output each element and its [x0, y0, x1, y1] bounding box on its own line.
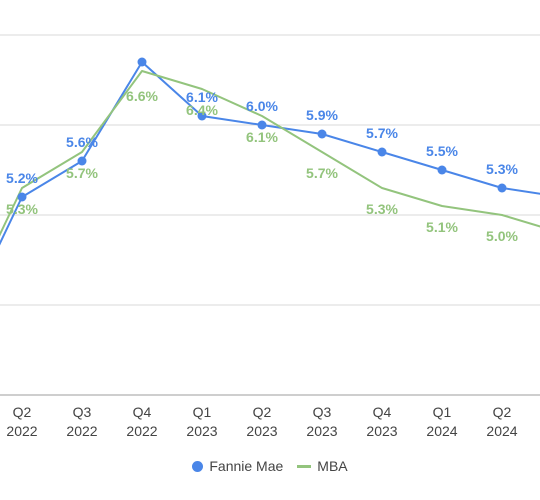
data-label-mba: 6.6%	[126, 88, 158, 104]
x-tick-label: 2023	[186, 423, 217, 439]
x-tick-label: 2023	[246, 423, 277, 439]
x-tick-label: Q2	[493, 404, 512, 420]
data-label-mba: 6.4%	[186, 102, 218, 118]
data-label-fannie-mae: 5.3%	[486, 161, 518, 177]
legend-item-mba[interactable]: MBA	[297, 458, 348, 474]
legend-marker-fannie-mae	[192, 460, 204, 472]
data-point-fannie-mae	[497, 183, 507, 193]
data-label-fannie-mae: 6.1%	[186, 89, 218, 105]
data-point-fannie-mae	[197, 111, 207, 121]
x-tick-label: 2024	[486, 423, 517, 439]
data-label-fannie-mae: 5.2%	[6, 170, 38, 186]
x-tick-label: Q1	[433, 404, 452, 420]
data-label-mba: 5.0%	[486, 228, 518, 244]
data-label-fannie-mae: 5.5%	[426, 143, 458, 159]
series-line-mba	[0, 70, 540, 237]
line-chart: Q2 2022 Q3 2022 Q4 2022 Q1 2023 Q2 2023 Q3 2023 Q4 20…	[0, 34, 540, 439]
legend-item-fannie-mae[interactable]: Fannie Mae	[192, 458, 283, 474]
x-tick-label: 2023	[306, 423, 337, 439]
data-point-fannie-mae	[137, 57, 147, 67]
data-label-mba: 6.1%	[246, 129, 278, 145]
data-point-fannie-mae	[377, 147, 387, 157]
data-point-fannie-mae	[77, 156, 87, 166]
data-point-fannie-mae	[17, 192, 27, 202]
data-label-mba: 5.1%	[426, 219, 458, 235]
data-label-fannie-mae: 6.0%	[246, 98, 278, 114]
x-tick-label: Q4	[373, 404, 392, 420]
legend: Fannie Mae MBA	[0, 456, 540, 476]
x-tick-label: Q2	[253, 404, 272, 420]
x-tick-label: 2022	[66, 423, 97, 439]
data-label-mba: 5.3%	[366, 201, 398, 217]
x-tick-label: 2022	[6, 423, 37, 439]
legend-label-mba: MBA	[317, 458, 348, 474]
data-label-mba: 5.7%	[306, 165, 338, 181]
x-tick-label: Q4	[133, 404, 152, 420]
x-tick-label: 2023	[366, 423, 397, 439]
data-point-fannie-mae	[317, 129, 327, 139]
legend-marker-mba	[297, 464, 312, 468]
x-tick-label: 2024	[426, 423, 457, 439]
data-label-fannie-mae: 5.7%	[366, 125, 398, 141]
data-point-fannie-mae	[257, 120, 267, 130]
x-tick-label: Q3	[313, 404, 332, 420]
x-tick-label: Q2	[13, 404, 32, 420]
x-tick-label: Q1	[193, 404, 212, 420]
data-label-fannie-mae: 5.9%	[306, 107, 338, 123]
data-label-fannie-mae: 5.6%	[66, 134, 98, 150]
data-label-mba: 5.7%	[66, 165, 98, 181]
x-tick-label: Q3	[73, 404, 92, 420]
legend-label-fannie-mae: Fannie Mae	[209, 458, 284, 474]
x-tick-label: 2022	[126, 423, 157, 439]
data-label-mba: 5.3%	[6, 201, 38, 217]
data-point-fannie-mae	[437, 165, 447, 175]
